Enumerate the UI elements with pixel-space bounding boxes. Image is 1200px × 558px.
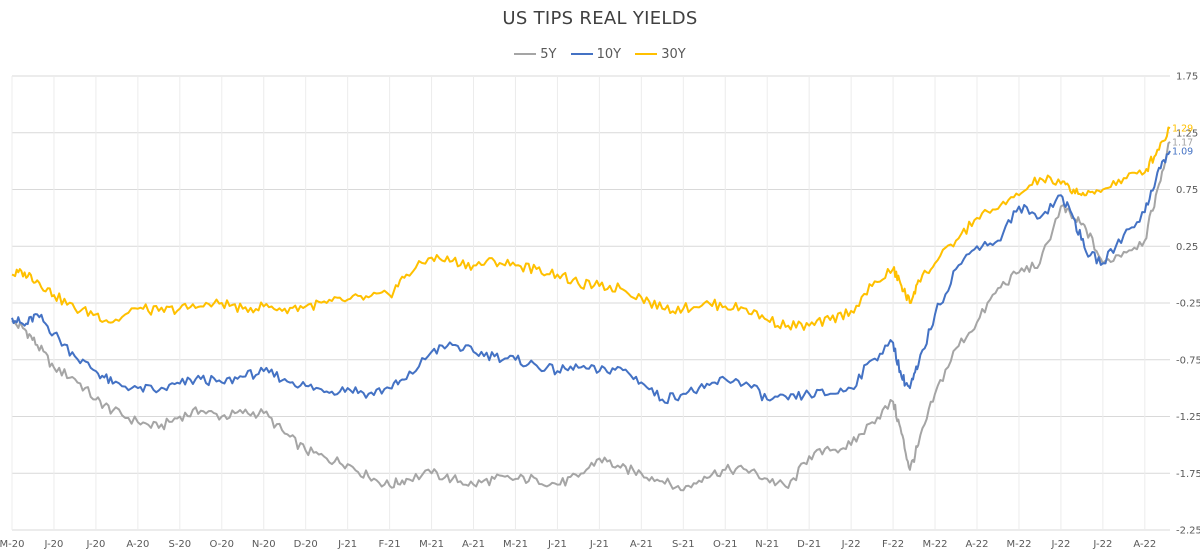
- legend-item-10y: 10Y: [570, 46, 622, 62]
- x-tick-label: D-20: [294, 539, 318, 550]
- x-tick-label: S-20: [168, 539, 191, 550]
- x-tick-label: O-20: [210, 539, 234, 550]
- x-tick-label: J-21: [547, 539, 567, 550]
- x-tick-label: M-21: [503, 539, 528, 550]
- series-line-10y: [11, 150, 1171, 405]
- x-tick-label: N-20: [252, 539, 276, 550]
- x-tick-label: J-22: [1050, 539, 1070, 550]
- legend-label-10y: 10Y: [596, 46, 622, 62]
- y-tick-label: 1.25: [1176, 128, 1198, 139]
- x-tick-label: A-22: [966, 539, 989, 550]
- end-label-10y: 1.09: [1172, 146, 1193, 157]
- legend-swatch-30y: [635, 53, 658, 55]
- y-tick-label: -0.75: [1176, 355, 1200, 366]
- x-tick-label: A-20: [126, 539, 149, 550]
- legend-swatch-5y: [514, 53, 537, 55]
- y-tick-label: -1.25: [1176, 412, 1200, 423]
- legend-swatch-10y: [570, 53, 593, 55]
- y-tick-label: -2.25: [1176, 526, 1200, 537]
- legend-item-5y: 5Y: [514, 47, 556, 62]
- x-tick-label: M-22: [923, 539, 948, 550]
- end-label-30y: 1.29: [1172, 124, 1193, 135]
- legend-label-30y: 30Y: [661, 46, 686, 62]
- x-tick-label: N-21: [755, 539, 779, 550]
- series-line-5y: [11, 141, 1171, 492]
- x-tick-label: J-21: [337, 539, 357, 550]
- x-tick-label: F-22: [882, 539, 904, 550]
- series-line-30y: [11, 126, 1171, 331]
- x-tick-label: F-21: [379, 539, 401, 550]
- x-tick-label: S-21: [672, 539, 695, 550]
- y-tick-label: 0.75: [1176, 185, 1198, 196]
- end-label-5y: 1.17: [1172, 137, 1193, 148]
- x-tick-label: M-22: [1006, 539, 1031, 550]
- x-tick-label: O-21: [713, 539, 737, 550]
- y-tick-label: -0.25: [1176, 299, 1200, 310]
- x-tick-label: M-21: [419, 539, 444, 550]
- chart-title: US TIPS REAL YIELDS: [502, 8, 698, 29]
- legend-label-5y: 5Y: [540, 46, 557, 62]
- x-tick-label: A-22: [1133, 539, 1156, 550]
- legend: 5Y 10Y 30Y: [0, 44, 1200, 62]
- x-tick-label: D-21: [797, 539, 821, 550]
- x-tick-label: A-21: [462, 539, 485, 550]
- x-tick-label: J-22: [1092, 539, 1112, 550]
- x-tick-label: J-20: [43, 539, 63, 550]
- legend-item-30y: 30Y: [635, 46, 686, 62]
- x-tick-label: J-22: [841, 539, 861, 550]
- x-tick-label: A-21: [630, 539, 653, 550]
- x-tick-label: J-21: [589, 539, 609, 550]
- y-tick-label: 0.25: [1176, 242, 1198, 253]
- y-tick-label: -1.75: [1176, 469, 1200, 480]
- x-tick-label: M-20: [0, 539, 24, 550]
- y-tick-label: 1.75: [1176, 72, 1198, 83]
- x-tick-label: J-20: [85, 539, 105, 550]
